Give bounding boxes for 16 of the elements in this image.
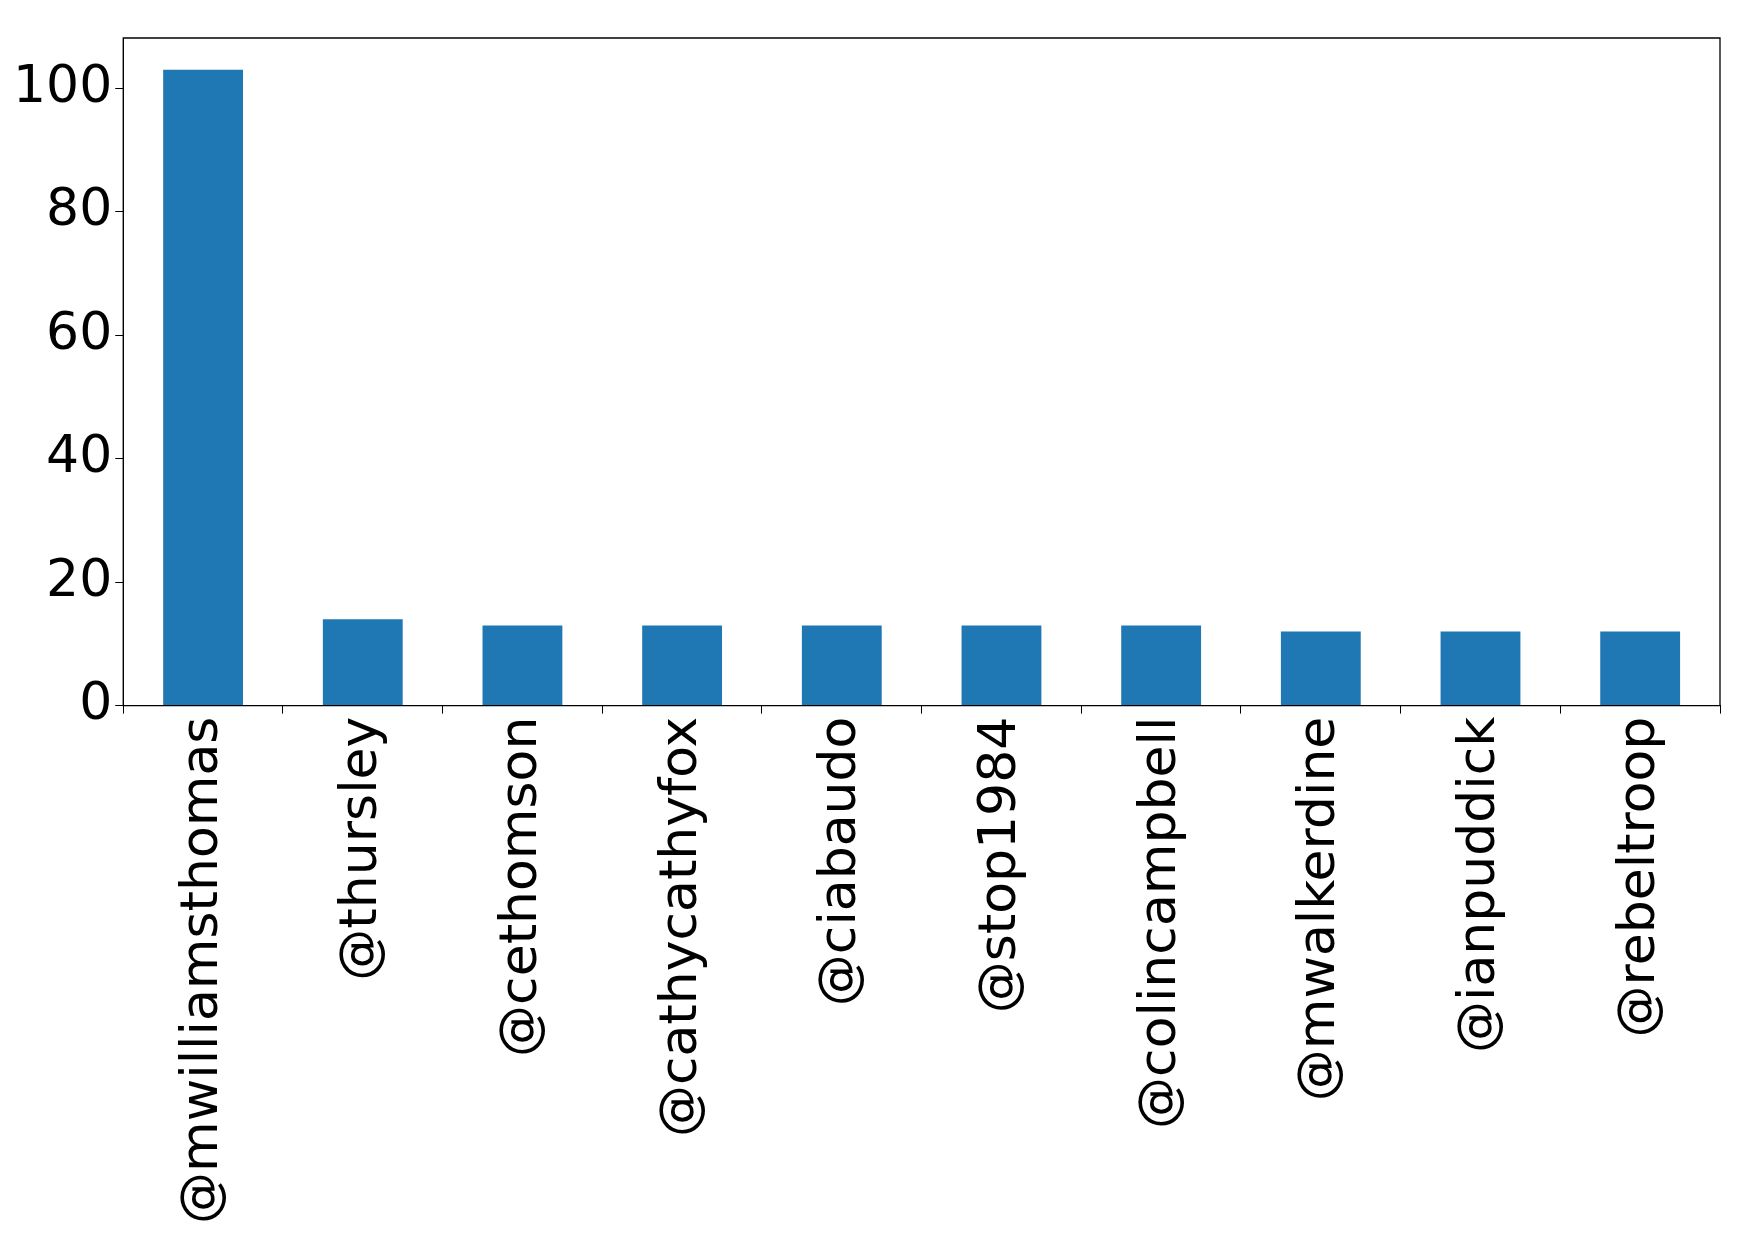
x-tick-label: @cathycathyfox <box>647 716 708 1138</box>
x-tick-label: @mwilliamsthomas <box>168 716 229 1224</box>
y-tick-label: 60 <box>46 300 113 361</box>
x-tick-label: @colincampbell <box>1126 716 1187 1129</box>
x-tick-label: @thursley <box>328 716 389 981</box>
x-tick-label: @mwalkerdine <box>1286 716 1347 1102</box>
x-tick-label: @cethomson <box>487 716 548 1057</box>
y-tick-label: 80 <box>46 177 113 238</box>
y-tick-label: 20 <box>46 547 113 608</box>
x-tick-label: @rebeltroop <box>1605 716 1666 1038</box>
y-tick-label: 100 <box>12 53 113 114</box>
x-tick-label: @stop1984 <box>966 716 1027 1014</box>
x-tick-label: @ianpuddick <box>1446 716 1506 1054</box>
y-tick-label: 40 <box>46 424 113 485</box>
x-tick-label: @ciabaudo <box>807 716 868 1007</box>
y-tick-label: 0 <box>79 671 113 732</box>
